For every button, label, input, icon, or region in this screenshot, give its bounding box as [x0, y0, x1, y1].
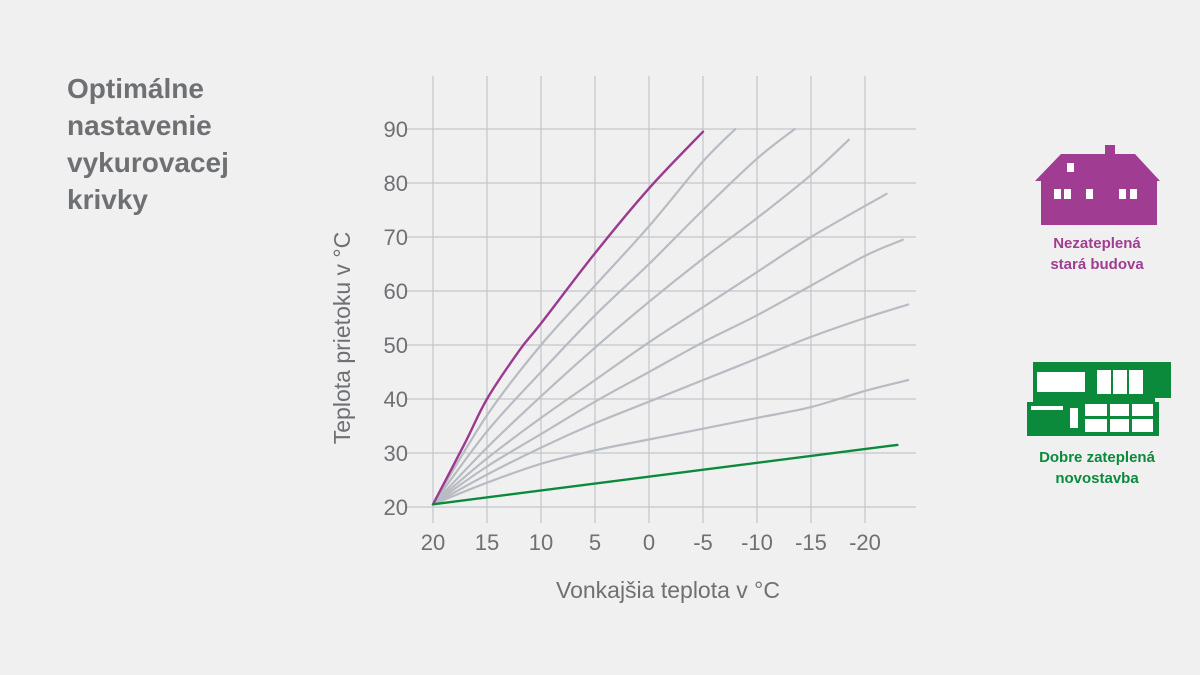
chart-title: Optimálne nastavenie vykurovacej krivky	[67, 70, 327, 218]
title-line-2: nastavenie	[67, 110, 212, 141]
modern-building-icon	[1027, 362, 1171, 436]
heating-curve-3	[431, 127, 796, 506]
y-tick-label: 90	[384, 117, 408, 142]
title-line-4: krivky	[67, 184, 148, 215]
legend-old-line-2: stará budova	[1050, 256, 1144, 273]
house-icon	[1035, 145, 1160, 225]
heating-curve-5	[431, 192, 888, 506]
x-tick-label: 10	[529, 530, 553, 555]
x-tick-label: 15	[475, 530, 499, 555]
legend-old-line-1: Nezateplená	[1053, 235, 1141, 252]
y-tick-label: 60	[384, 279, 408, 304]
x-tick-label: -10	[741, 530, 773, 555]
heating-curve-8	[431, 379, 910, 506]
legend-new-building: Dobre zateplená novostavba	[1007, 447, 1187, 489]
y-tick-label: 20	[384, 495, 408, 520]
legend-old-building: Nezateplená stará budova	[1007, 233, 1187, 275]
title-line-1: Optimálne	[67, 73, 204, 104]
x-tick-label: 5	[589, 530, 601, 555]
legend-new-line-1: Dobre zateplená	[1039, 449, 1155, 466]
x-tick-label: -5	[693, 530, 713, 555]
x-tick-label: -20	[849, 530, 881, 555]
heating-curve-7	[431, 303, 910, 506]
y-axis-label: Teplota prietoku v °C	[329, 232, 355, 444]
y-tick-label: 40	[384, 387, 408, 412]
x-axis-label: Vonkajšia teplota v °C	[556, 577, 780, 603]
x-tick-label: 0	[643, 530, 655, 555]
x-tick-label: -15	[795, 530, 827, 555]
heating-curve-4	[431, 138, 850, 506]
y-tick-label: 50	[384, 333, 408, 358]
y-tick-label: 80	[384, 171, 408, 196]
heating-curve-9	[431, 443, 899, 506]
chart-grid	[405, 76, 916, 523]
heating-curve-6	[431, 238, 904, 506]
legend-new-line-2: novostavba	[1055, 470, 1139, 487]
y-tick-label: 70	[384, 225, 408, 250]
heating-curve-1	[431, 130, 705, 506]
x-tick-label: 20	[421, 530, 445, 555]
title-line-3: vykurovacej	[67, 147, 229, 178]
y-tick-label: 30	[384, 441, 408, 466]
chart-series	[431, 127, 910, 506]
heating-curve-2	[431, 127, 737, 506]
